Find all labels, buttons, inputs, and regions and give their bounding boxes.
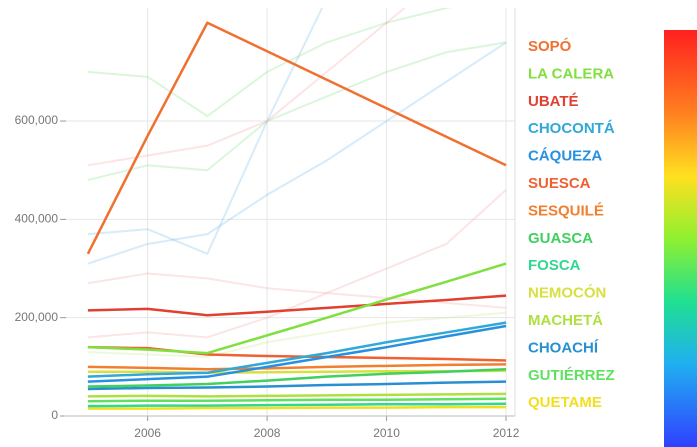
- legend-label: SOPÓ: [528, 37, 572, 55]
- series-line: [87, 380, 507, 391]
- series-line: [87, 321, 507, 378]
- faint-line: [87, 311, 507, 359]
- faint-line: [87, 189, 507, 339]
- faint-line: [87, 8, 453, 118]
- x-tick-label: 2008: [254, 426, 281, 440]
- legend-label: CÁQUEZA: [528, 148, 602, 165]
- series-line: [87, 368, 507, 388]
- series-line: [87, 324, 507, 383]
- legend-label: NEMOCÓN: [528, 284, 606, 302]
- y-tick-label: 600,000: [15, 113, 59, 127]
- series-line: [87, 402, 507, 408]
- x-tick-label: 2010: [373, 426, 400, 440]
- legend-label: MACHETÁ: [528, 312, 603, 329]
- faint-line: [87, 41, 507, 265]
- series-line: [87, 397, 507, 403]
- legend-label: CHOACHÍ: [528, 339, 599, 356]
- series-line: [87, 262, 507, 355]
- legend-label: GUASCA: [528, 230, 593, 247]
- legend-label: CHOCONTÁ: [528, 120, 615, 137]
- faint-line: [87, 41, 507, 182]
- legend-label: GUTIÉRREZ: [528, 367, 615, 384]
- series-line: [87, 405, 507, 410]
- y-tick-label: 0: [51, 408, 58, 422]
- legend-label: FOSCA: [528, 257, 581, 274]
- legend-label: SESQUILÉ: [528, 202, 604, 219]
- series-line: [87, 363, 507, 371]
- legend-label: UBATÉ: [528, 93, 579, 110]
- y-tick-label: 400,000: [15, 212, 59, 226]
- x-tick-label: 2012: [493, 426, 520, 440]
- faint-line: [87, 8, 407, 167]
- series-line: [87, 392, 507, 398]
- legend-label: SUESCA: [528, 175, 591, 192]
- legend-label: QUETAME: [528, 394, 602, 411]
- series-line: [86, 21, 507, 255]
- y-tick-label: 200,000: [15, 310, 59, 324]
- legend-label: LA CALERA: [528, 65, 614, 82]
- faint-line: [87, 272, 507, 309]
- x-tick-label: 2006: [134, 426, 161, 440]
- series-line: [87, 294, 507, 317]
- faint-line: [87, 8, 324, 255]
- color-bar: [664, 30, 697, 447]
